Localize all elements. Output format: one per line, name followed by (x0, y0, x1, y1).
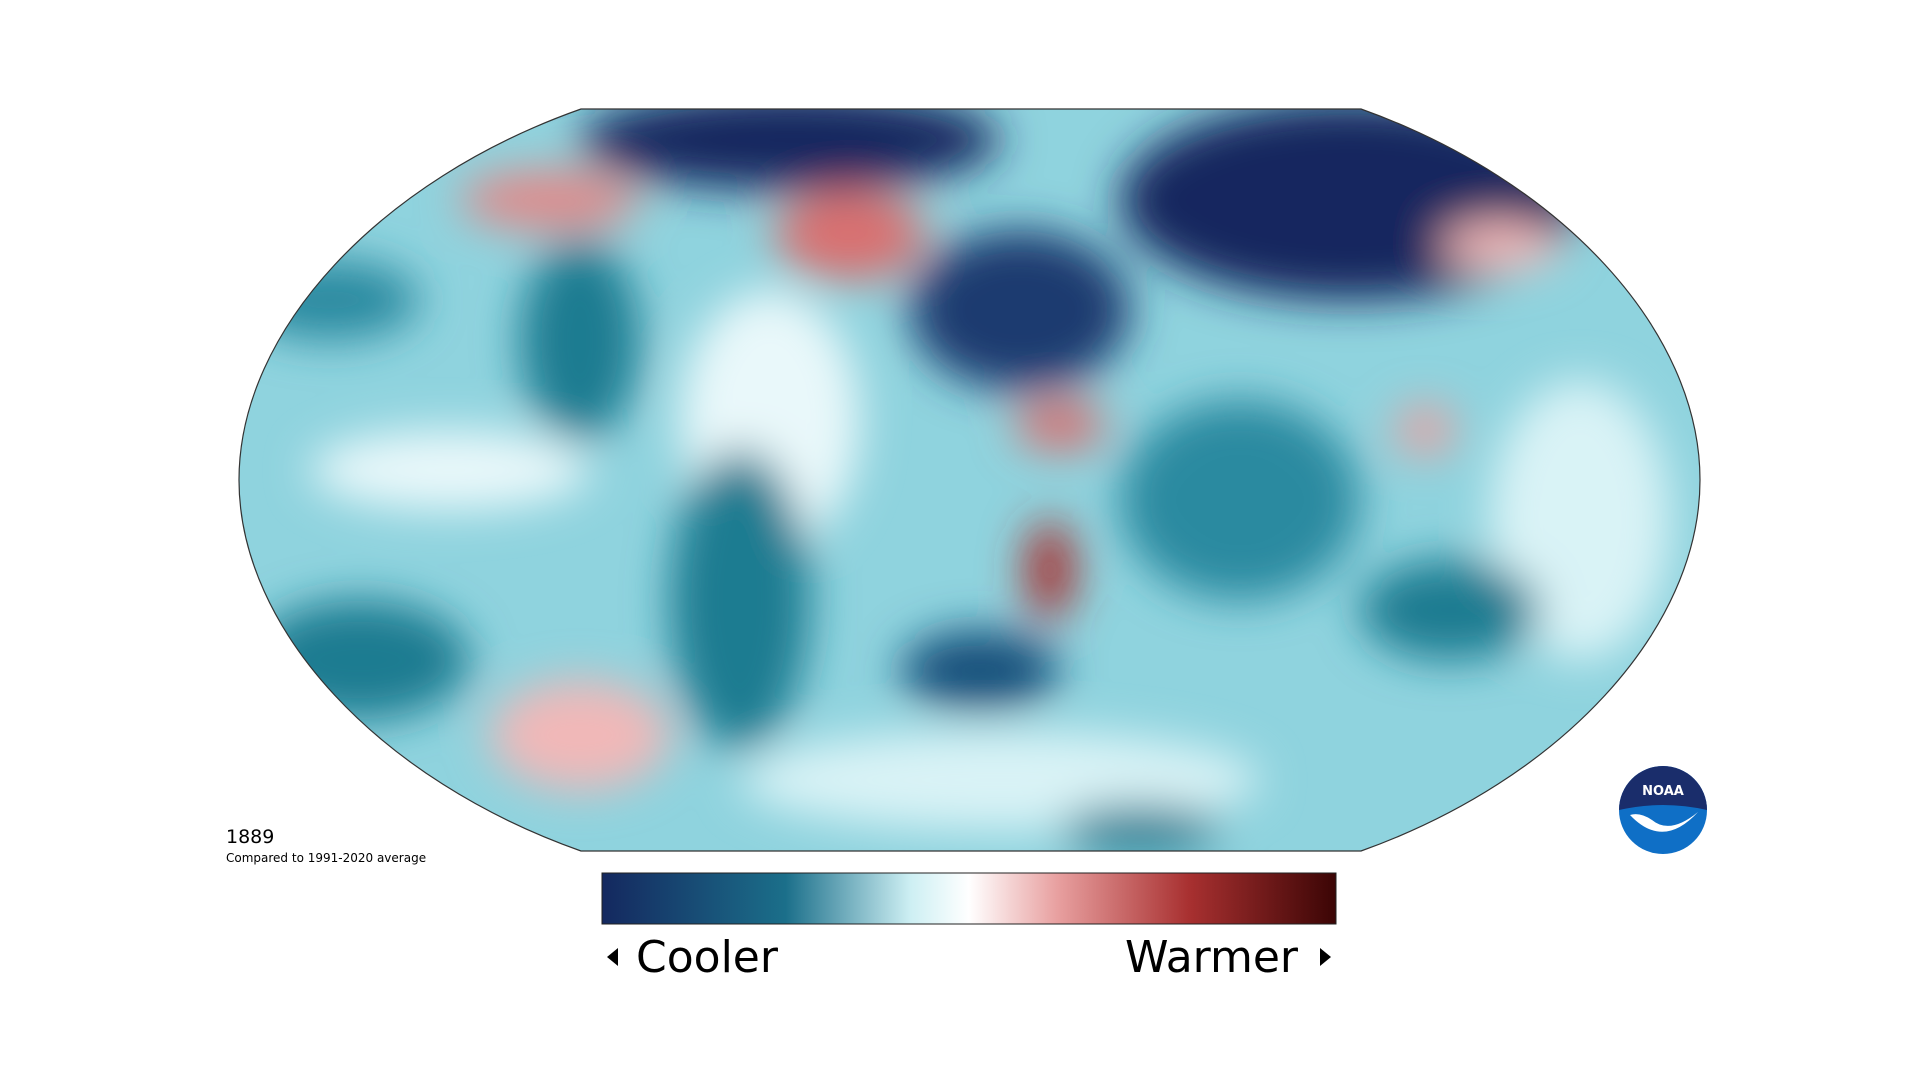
color-bar (601, 872, 1337, 925)
logo-text: NOAA (1642, 784, 1684, 799)
right-arrow (1320, 948, 1331, 966)
year-label: 1889 (226, 826, 274, 848)
anomaly-map (239, 109, 1700, 851)
caption: Compared to 1991-2020 average (226, 851, 426, 865)
map-outline (238, 108, 1701, 852)
legend-low: Cooler (636, 932, 779, 983)
left-arrow (607, 948, 618, 966)
noaa-logo: NOAA (1619, 766, 1707, 854)
legend-high: Warmer (1125, 932, 1299, 983)
